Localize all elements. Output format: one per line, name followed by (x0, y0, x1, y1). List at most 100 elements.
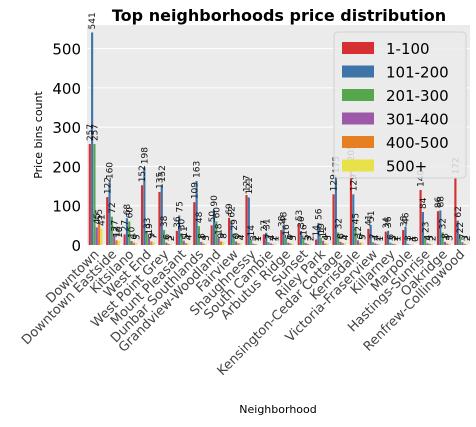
legend-label: 500+ (386, 158, 427, 176)
bar (168, 244, 170, 245)
bar-value-label: 3 (202, 235, 212, 241)
bar (255, 244, 257, 245)
bar-value-label: 75 (175, 201, 185, 212)
bar (292, 244, 294, 245)
bar-value-label: 152 (138, 165, 148, 182)
bar-value-label: 72 (108, 202, 118, 213)
bar (324, 243, 326, 245)
legend-label: 400-500 (386, 134, 449, 152)
bar (361, 243, 363, 245)
bar-value-label: 3 (324, 235, 334, 241)
bar-value-label: 45 (352, 213, 362, 224)
bar-value-label: 257 (91, 124, 101, 141)
bar (339, 242, 341, 245)
bar (96, 227, 98, 245)
bar (389, 243, 391, 245)
bar-value-label: 16 (299, 224, 309, 236)
legend-label: 1-100 (386, 40, 430, 58)
legend-label: 301-400 (386, 111, 449, 129)
bar-value-label: 48 (280, 211, 290, 223)
bar (133, 243, 135, 245)
bar (429, 244, 431, 245)
bar (150, 241, 152, 245)
bar-value-label: 51 (367, 211, 377, 222)
bar-value-label: 3 (289, 235, 299, 241)
bar-value-label: 4 (237, 234, 247, 240)
bar (118, 241, 120, 245)
bar-value-label: 60 (212, 207, 222, 219)
bar (187, 243, 189, 245)
bar (342, 243, 344, 245)
bar-value-label: 32 (439, 218, 449, 229)
bar (392, 244, 394, 245)
bar (344, 243, 346, 245)
bar-value-label: 60 (125, 207, 135, 219)
bar (240, 243, 242, 245)
bar (272, 244, 274, 245)
bar-value-label: 84 (419, 197, 429, 209)
bar-value-label: 29 (230, 219, 240, 231)
bar-value-label: 3 (446, 235, 456, 241)
bar-value-label: 56 (315, 208, 325, 220)
bar-value-label: 121 (245, 177, 255, 194)
bar-value-label: 4 (185, 234, 195, 240)
bar (185, 243, 187, 245)
bar (327, 244, 329, 245)
bar-value-label: 163 (193, 161, 203, 178)
bar (359, 243, 361, 245)
bar-value-label: 14 (247, 225, 257, 237)
bar (309, 244, 311, 245)
bar-value-label: 2 (306, 235, 316, 241)
bar-value-label: 41 (98, 214, 108, 225)
bar-value-label: 2 (463, 235, 473, 241)
bar (466, 244, 468, 245)
bar (270, 243, 272, 245)
bar-value-label: 2 (428, 235, 438, 241)
y-tick-label: 500 (52, 41, 81, 59)
bar-value-label: 2 (167, 235, 177, 241)
y-tick-label: 300 (52, 119, 81, 137)
bar-value-label: 62 (228, 206, 238, 217)
bar-value-label: 23 (421, 222, 431, 233)
legend-swatch (342, 136, 374, 148)
bar (307, 244, 309, 245)
x-axis-label: Neighborhood (239, 403, 316, 416)
bar-value-label: 62 (454, 206, 464, 217)
y-axis-label: Price bins count (32, 91, 45, 179)
bar-value-label: 0 (411, 236, 421, 242)
bar-value-label: 1 (376, 236, 386, 242)
bar-value-label: 4 (341, 234, 351, 240)
bar-value-label: 541 (88, 12, 98, 29)
bar (449, 244, 451, 245)
bar (305, 243, 307, 245)
bar (131, 241, 133, 245)
bar (100, 229, 102, 245)
bar-value-label: 198 (140, 147, 150, 164)
bar (252, 244, 254, 245)
y-tick-label: 400 (52, 80, 81, 98)
y-tick-label: 100 (52, 198, 81, 216)
bar-value-label: 8 (219, 233, 229, 239)
bar-value-label: 1 (254, 236, 264, 242)
bar (407, 244, 409, 245)
bar (287, 243, 289, 245)
legend-swatch (342, 113, 374, 125)
bar-value-label: 1 (393, 236, 403, 242)
bar-value-label: 48 (195, 211, 205, 223)
bar-value-label: 32 (334, 218, 344, 229)
bar (237, 243, 239, 245)
bar-value-label: 10 (115, 226, 125, 238)
bar (444, 242, 446, 245)
bar (461, 242, 463, 245)
bar (135, 243, 137, 245)
bar (153, 242, 155, 245)
bar (205, 244, 207, 245)
legend-label: 101-200 (386, 64, 449, 82)
y-tick-label: 200 (52, 158, 81, 176)
bar-value-label: 38 (160, 215, 170, 227)
bar-value-label: 1 (272, 236, 282, 242)
bar-value-label: 22 (456, 222, 466, 233)
